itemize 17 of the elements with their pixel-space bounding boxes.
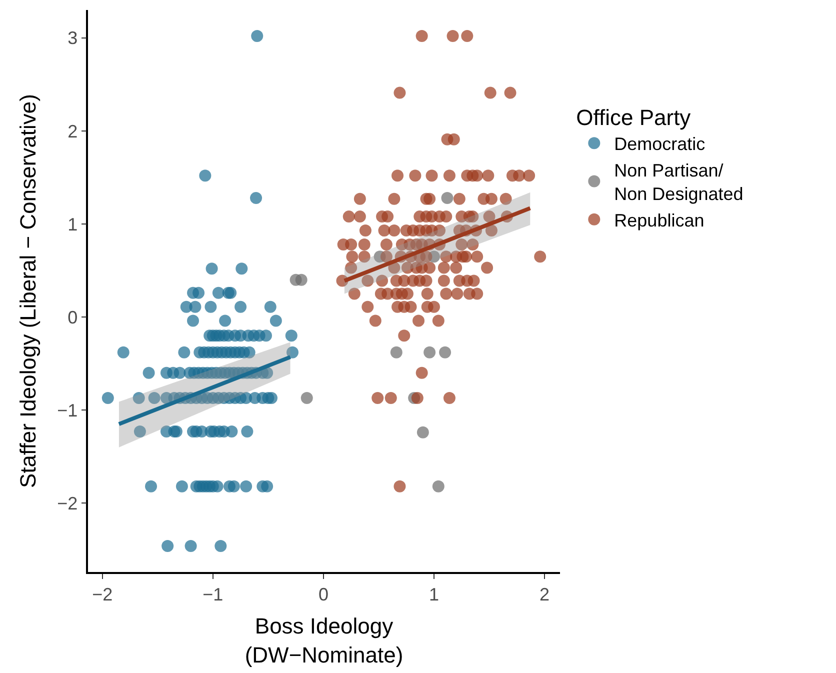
y-tick-label: −1 [57,400,78,420]
y-tick-label: −2 [57,493,78,514]
y-tick-label: 0 [68,307,78,328]
x-tick-label: 1 [428,584,439,604]
x-tick-label: −2 [92,584,113,604]
y-tick-label: 3 [68,28,78,48]
x-tick-label: 2 [540,584,550,604]
legend-title: Office Party [576,104,691,130]
legend-label: Republican [614,210,704,230]
y-tick-label: 1 [68,214,78,234]
legend-label: Non Partisan/ Non Designated [614,160,744,204]
x-tick-label: 0 [318,584,328,604]
y-axis-title: Staffer Ideology (Liberal − Conservative) [15,94,40,488]
legend-label: Democratic [614,134,706,154]
x-axis-title: Boss Ideology (DW−Nominate) [244,614,404,668]
y-tick-label: 2 [68,121,78,142]
x-tick-label: −1 [202,584,224,604]
